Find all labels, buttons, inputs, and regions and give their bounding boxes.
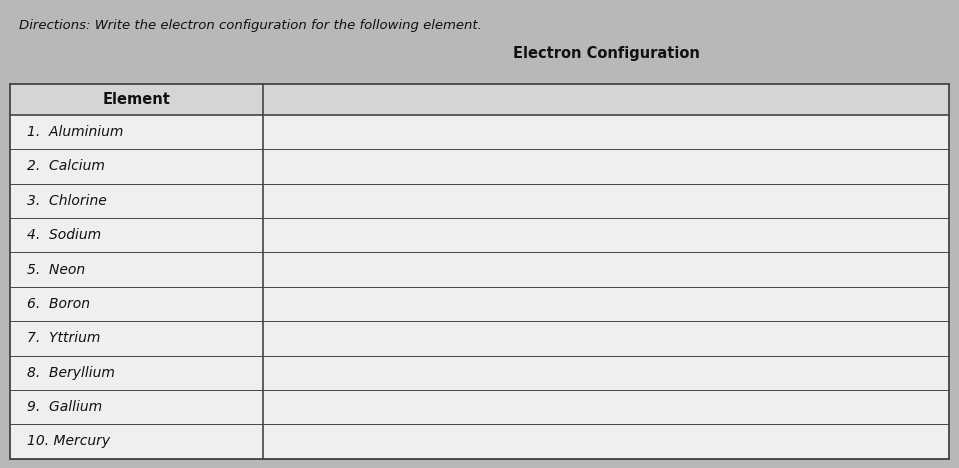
Text: 6.  Boron: 6. Boron xyxy=(27,297,90,311)
Text: 2.  Calcium: 2. Calcium xyxy=(27,160,105,174)
Bar xyxy=(10,115,949,459)
Text: 1.  Aluminium: 1. Aluminium xyxy=(27,125,123,139)
Text: 9.  Gallium: 9. Gallium xyxy=(27,400,102,414)
Text: Electron Configuration: Electron Configuration xyxy=(513,46,700,61)
Text: 8.  Beryllium: 8. Beryllium xyxy=(27,366,115,380)
Text: 5.  Neon: 5. Neon xyxy=(27,263,85,277)
Text: 10. Mercury: 10. Mercury xyxy=(27,434,110,448)
Bar xyxy=(10,84,949,115)
Text: Element: Element xyxy=(103,92,171,107)
Text: 3.  Chlorine: 3. Chlorine xyxy=(27,194,106,208)
Text: 7.  Yttrium: 7. Yttrium xyxy=(27,331,101,345)
Bar xyxy=(10,84,949,459)
Text: Directions: Write the electron configuration for the following element.: Directions: Write the electron configura… xyxy=(19,19,482,32)
Text: 4.  Sodium: 4. Sodium xyxy=(27,228,101,242)
